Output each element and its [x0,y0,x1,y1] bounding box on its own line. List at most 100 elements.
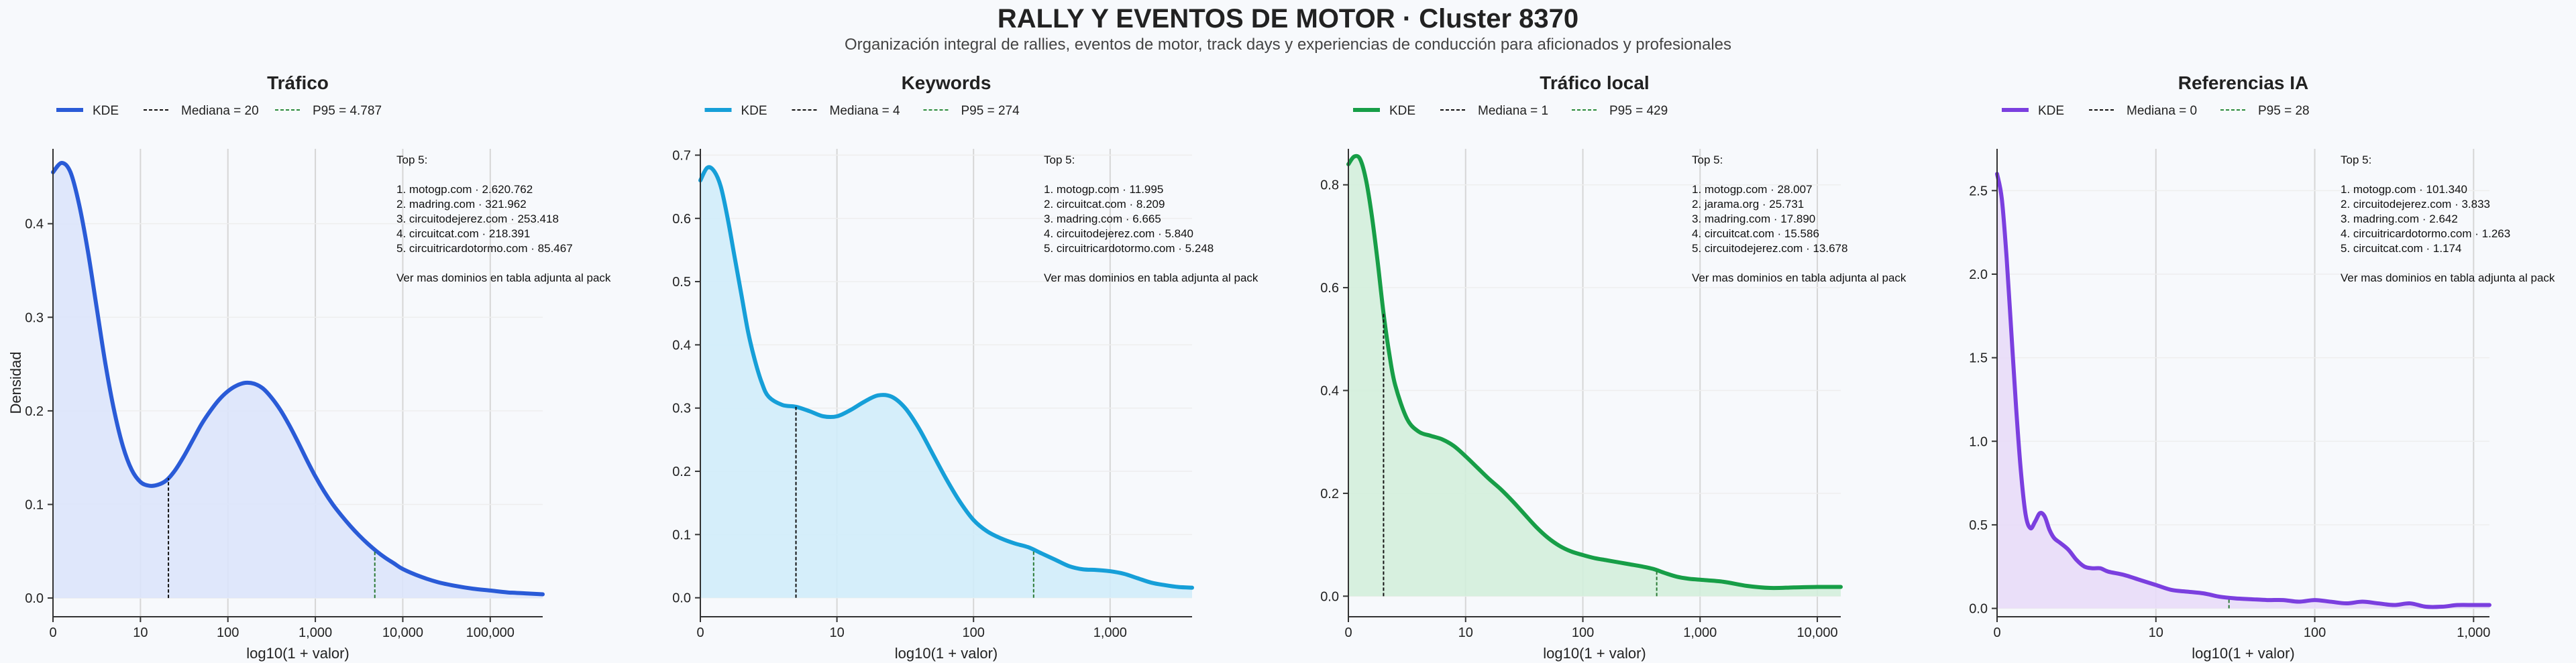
annotation-line: Ver mas dominios en tabla adjunta al pac… [1692,272,1907,284]
y-tick-label: 0.2 [1320,487,1339,501]
y-tick-label: 0.6 [1320,281,1339,296]
y-tick-label: 0.8 [1320,178,1339,193]
x-tick-label: 1,000 [299,625,332,640]
kde-area [700,167,1192,598]
chart-panel-3: Tráfico local KDE Mediana = 1 P95 = 429 0 10 1… [1320,72,1907,662]
kde-line [1346,154,1843,591]
chart-panel-2: Keywords KDE Mediana = 4 P95 = 274 0 10 100 1,0… [672,72,1258,662]
legend-kde-label: KDE [741,104,767,118]
annotation-line: Ver mas dominios en tabla adjunta al pac… [2341,272,2555,284]
kde-area [1348,156,1841,597]
annotation-line: 5. circuitricardotormo.com · 5.248 [1044,242,1214,255]
annotation-line: Top 5: [2341,154,2371,166]
annotation-line: 3. madring.com · 2.642 [2341,213,2458,225]
y-tick-label: 0.4 [1320,384,1339,399]
y-tick-label: 0.0 [1320,589,1339,604]
legend: KDE Mediana = 1 P95 = 429 [1353,104,1668,118]
y-tick-label: 1.5 [1969,351,1988,366]
legend-kde-label: KDE [2038,104,2064,118]
x-axis-label: log10(1 + valor) [1543,645,1646,662]
annotation-line: 4. circuitodejerez.com · 5.840 [1044,227,1193,240]
y-tick-label: 2.0 [1969,267,1988,282]
annotation-line: Top 5: [396,154,427,166]
x-tick-label: 10 [2149,625,2163,640]
y-tick-label: 0.4 [25,217,44,232]
y-tick-label: 0.1 [25,497,44,512]
y-tick-label: 0.2 [25,404,44,419]
annotation-line: 1. motogp.com · 101.340 [2341,183,2467,196]
x-tick-label: 10 [133,625,148,640]
chart-title: Tráfico [267,72,329,93]
kde-line [51,160,545,597]
page-subtitle: Organización integral de rallies, evento… [844,36,1732,54]
annotation-line: 1. motogp.com · 11.995 [1044,183,1163,196]
y-tick-label: 0.3 [25,310,44,325]
legend-kde-label: KDE [93,104,119,118]
annotation-line: 1. motogp.com · 2.620.762 [396,183,533,196]
y-tick-label: 0.5 [672,275,691,290]
x-tick-label: 100 [963,625,985,640]
kde-area [53,162,543,599]
legend-p95-label: P95 = 28 [2258,104,2310,118]
kde-area [1997,174,2489,609]
x-tick-label: 1,000 [1093,625,1127,640]
legend-kde-label: KDE [1389,104,1415,118]
x-tick-label: 100 [1572,625,1594,640]
y-tick-label: 0.1 [672,528,691,542]
annotation-line: 2. jarama.org · 25.731 [1692,198,1804,210]
x-tick-label: 1,000 [2457,625,2490,640]
legend: KDE Mediana = 0 P95 = 28 [2002,104,2310,118]
legend-p95-label: P95 = 4.787 [313,104,382,118]
kde-line [1995,172,2491,609]
legend: KDE Mediana = 20 P95 = 4.787 [56,104,382,118]
annotation-line: 2. madring.com · 321.962 [396,198,527,210]
legend-p95-label: P95 = 274 [961,104,1020,118]
legend-median-label: Mediana = 1 [1478,104,1548,118]
y-tick-label: 0.6 [672,212,691,227]
x-tick-label: 10,000 [382,625,423,640]
x-tick-label: 0 [49,625,56,640]
y-axis-label: Densidad [7,352,24,414]
x-tick-label: 10 [829,625,844,640]
y-tick-label: 0.0 [1969,602,1988,617]
y-tick-label: 0.0 [25,591,44,606]
x-tick-label: 100 [2304,625,2326,640]
annotation-line: 2. circuitodejerez.com · 3.833 [2341,198,2490,210]
page-title: RALLY Y EVENTOS DE MOTOR · Cluster 8370 [997,4,1579,34]
annotation-line: 3. madring.com · 17.890 [1692,213,1815,225]
annotation-line: Ver mas dominios en tabla adjunta al pac… [396,272,611,284]
annotation-line: 3. madring.com · 6.665 [1044,213,1161,225]
annotation-line: 3. circuitodejerez.com · 253.418 [396,213,559,225]
x-tick-label: 100 [217,625,239,640]
chart-title: Referencias IA [2178,72,2309,93]
annotation-line: 4. circuitricardotormo.com · 1.263 [2341,227,2510,240]
x-tick-label: 1,000 [1683,625,1717,640]
annotation-line: 2. circuitcat.com · 8.209 [1044,198,1165,210]
x-tick-label: 0 [696,625,704,640]
annotation-line: 4. circuitcat.com · 218.391 [396,227,530,240]
chart-panel-1: Tráfico KDE Mediana = 20 P95 = 4.787 0 10 100 1… [7,72,611,662]
x-axis-label: log10(1 + valor) [246,645,349,662]
legend: KDE Mediana = 4 P95 = 274 [704,104,1020,118]
legend-p95-label: P95 = 429 [1609,104,1668,118]
x-tick-label: 10 [1458,625,1473,640]
annotation-line: 5. circuitricardotormo.com · 85.467 [396,242,573,255]
legend-median-label: Mediana = 0 [2127,104,2197,118]
y-tick-label: 2.5 [1969,184,1988,198]
annotation-line: Ver mas dominios en tabla adjunta al pac… [1044,272,1258,284]
x-axis-label: log10(1 + valor) [895,645,998,662]
annotation-line: 5. circuitcat.com · 1.174 [2341,242,2461,255]
y-tick-label: 0.5 [1969,518,1988,533]
y-tick-label: 0.0 [672,591,691,606]
annotation-line: 1. motogp.com · 28.007 [1692,183,1813,196]
x-tick-label: 0 [1344,625,1352,640]
y-tick-label: 1.0 [1969,434,1988,449]
chart-panel-4: Referencias IA KDE Mediana = 0 P95 = 28 0 10 1… [1969,72,2555,662]
chart-title: Keywords [902,72,991,93]
kde-line [698,165,1194,590]
x-axis-label: log10(1 + valor) [2192,645,2294,662]
chart-title: Tráfico local [1540,72,1649,93]
legend-median-label: Mediana = 4 [830,104,901,118]
y-tick-label: 0.2 [672,465,691,479]
